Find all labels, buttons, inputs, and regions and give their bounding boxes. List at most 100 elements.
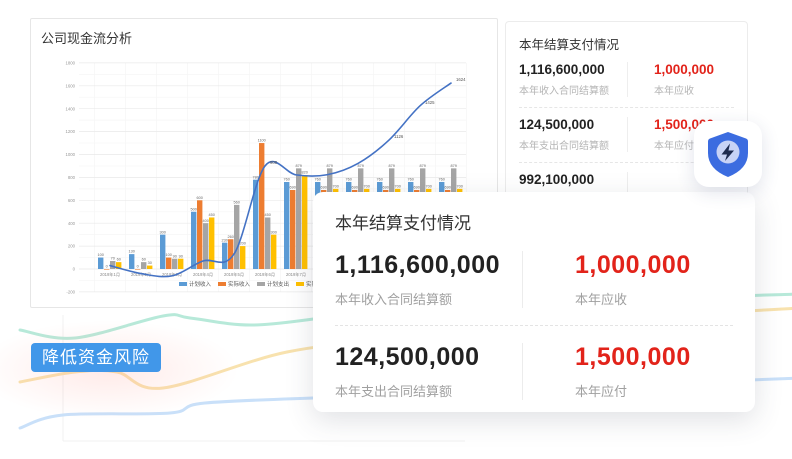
svg-text:1600: 1600 (65, 83, 75, 88)
income-settlement-value: 1,116,600,000 (519, 62, 605, 77)
shield-lightning-icon (708, 132, 748, 177)
svg-text:实际收入: 实际收入 (228, 280, 251, 288)
svg-text:760: 760 (408, 178, 414, 182)
svg-text:700: 700 (426, 184, 432, 188)
svg-text:70: 70 (111, 257, 115, 261)
svg-text:690: 690 (414, 186, 420, 190)
svg-text:-200: -200 (66, 290, 75, 295)
svg-text:200: 200 (240, 242, 246, 246)
svg-text:690: 690 (321, 186, 327, 190)
svg-text:2019年3月: 2019年3月 (162, 271, 182, 278)
svg-text:760: 760 (377, 178, 383, 182)
svg-text:700: 700 (333, 184, 339, 188)
svg-text:130: 130 (129, 250, 135, 254)
popover-title: 本年结算支付情况 (335, 214, 471, 233)
svg-text:690: 690 (352, 186, 358, 190)
cashflow-card-title: 公司现金流分析 (41, 31, 133, 46)
svg-text:600: 600 (197, 196, 203, 200)
svg-text:700: 700 (364, 184, 370, 188)
svg-text:1126: 1126 (394, 134, 404, 139)
svg-text:400: 400 (68, 221, 76, 226)
svg-text:600: 600 (68, 198, 76, 203)
svg-text:100: 100 (98, 253, 104, 257)
reduce-risk-badge[interactable]: 降低资金风险 (31, 343, 161, 372)
svg-text:60: 60 (117, 258, 121, 262)
svg-text:780: 780 (253, 175, 259, 179)
popover-payable-value: 1,500,000 (575, 343, 691, 371)
svg-text:90: 90 (173, 254, 177, 258)
popover-income-value: 1,116,600,000 (335, 251, 500, 279)
svg-text:2019年2月: 2019年2月 (131, 271, 151, 278)
svg-text:690: 690 (445, 186, 451, 190)
panel-divider (519, 162, 734, 163)
payable-label: 本年应付 (654, 141, 694, 152)
svg-text:2019年4月: 2019年4月 (193, 271, 213, 278)
panel-divider (519, 107, 734, 108)
expense-settlement-value: 124,500,000 (519, 117, 595, 132)
popover-income-label: 本年收入合同结算额 (335, 292, 453, 307)
svg-text:60: 60 (142, 258, 146, 262)
svg-text:820: 820 (302, 171, 308, 175)
svg-text:760: 760 (315, 178, 321, 182)
receivable-value: 1,000,000 (654, 62, 715, 77)
svg-text:800: 800 (68, 175, 76, 180)
svg-text:计划收入: 计划收入 (189, 280, 212, 288)
popover-payable-label: 本年应付 (575, 384, 628, 399)
popover-divider (335, 325, 733, 326)
security-shield-button[interactable] (694, 121, 762, 187)
popover-expense-label: 本年支出合同结算额 (335, 384, 453, 399)
svg-text:1200: 1200 (65, 129, 75, 134)
settlement-panel-title: 本年结算支付情况 (519, 38, 620, 52)
svg-text:0: 0 (106, 265, 108, 269)
popover-row-expense: 124,500,000 本年支出合同结算额 1,500,000 本年应付 (335, 343, 733, 400)
svg-text:0: 0 (137, 265, 139, 269)
svg-text:690: 690 (290, 186, 296, 190)
receivable-label: 本年应收 (654, 86, 694, 97)
svg-text:1425: 1425 (425, 100, 435, 105)
svg-text:760: 760 (346, 178, 352, 182)
svg-text:700: 700 (395, 184, 401, 188)
svg-text:400: 400 (203, 219, 209, 223)
panel-row-expense: 124,500,000 本年支出合同结算额 1,500,000 本年应付 (519, 108, 734, 162)
svg-text:879: 879 (296, 164, 302, 168)
settlement-detail-popover: 本年结算支付情况 1,116,600,000 本年收入合同结算额 1,000,0… (313, 192, 755, 412)
popover-receivable-label: 本年应收 (575, 292, 628, 307)
popover-receivable-value: 1,000,000 (575, 251, 691, 279)
svg-text:260: 260 (228, 235, 234, 239)
svg-text:879: 879 (451, 164, 457, 168)
svg-text:900: 900 (270, 160, 278, 165)
svg-text:计划支出: 计划支出 (267, 280, 289, 288)
svg-text:1000: 1000 (65, 152, 75, 157)
svg-text:90: 90 (179, 254, 183, 258)
svg-text:1100: 1100 (258, 139, 266, 143)
svg-text:879: 879 (389, 164, 395, 168)
popover-row-income: 1,116,600,000 本年收入合同结算额 1,000,000 本年应收 (335, 251, 733, 308)
popover-expense-value: 124,500,000 (335, 343, 480, 371)
svg-text:879: 879 (358, 164, 364, 168)
svg-text:2019年6月: 2019年6月 (255, 271, 275, 278)
svg-text:200: 200 (68, 244, 76, 249)
svg-text:760: 760 (439, 178, 445, 182)
svg-text:300: 300 (271, 230, 277, 234)
svg-text:500: 500 (191, 207, 197, 211)
svg-text:450: 450 (265, 213, 271, 217)
svg-text:1800: 1800 (65, 61, 75, 66)
svg-text:760: 760 (284, 178, 290, 182)
svg-text:700: 700 (457, 184, 463, 188)
svg-text:1400: 1400 (65, 106, 75, 111)
svg-text:560: 560 (234, 200, 240, 204)
svg-text:450: 450 (209, 213, 215, 217)
svg-text:30: 30 (148, 261, 152, 265)
svg-text:0: 0 (73, 267, 76, 272)
balance-value: 992,100,000 (519, 172, 595, 187)
svg-text:2019年5月: 2019年5月 (224, 271, 244, 278)
svg-text:879: 879 (420, 164, 426, 168)
svg-text:2019年7月: 2019年7月 (286, 271, 306, 278)
svg-text:690: 690 (383, 186, 389, 190)
svg-text:100: 100 (166, 253, 172, 257)
svg-text:879: 879 (327, 164, 333, 168)
income-settlement-label: 本年收入合同结算额 (519, 86, 609, 97)
expense-settlement-label: 本年支出合同结算额 (519, 141, 609, 152)
svg-text:300: 300 (160, 230, 166, 234)
